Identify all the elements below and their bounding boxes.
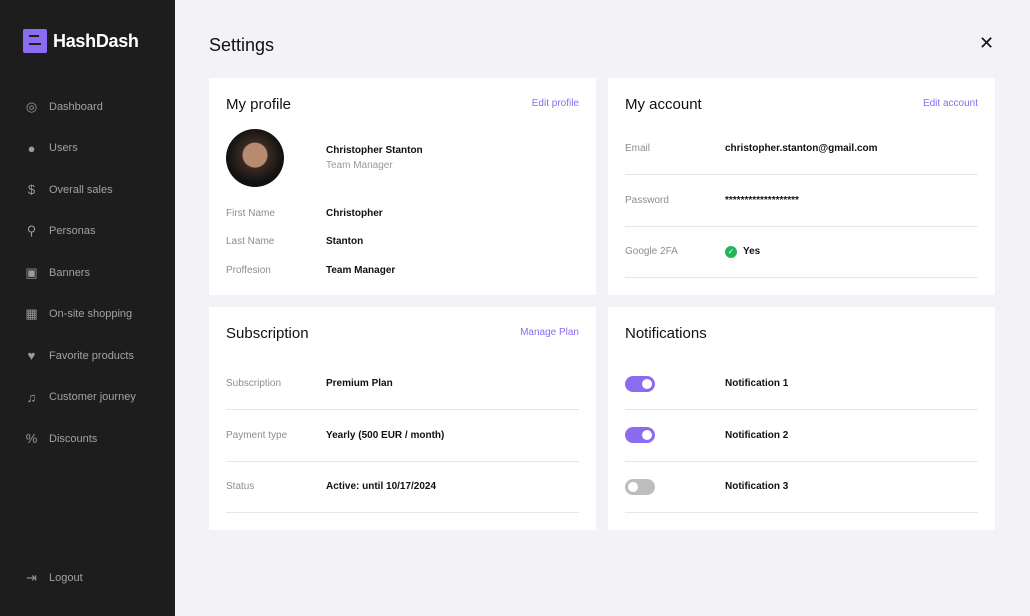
field-row: Status Active: until 10/17/2024 [226, 461, 579, 513]
subscription-card: Subscription Manage Plan Subscription Pre… [209, 307, 596, 530]
field-value: ******************* [725, 195, 799, 206]
field-label: Password [625, 195, 669, 206]
sales-icon: $ [27, 182, 36, 197]
sidebar-item-label: Customer journey [49, 391, 136, 403]
field-value: Stanton [326, 235, 364, 247]
logout-label: Logout [49, 571, 83, 584]
heart-icon: ♥ [27, 348, 36, 363]
manage-plan-link[interactable]: Manage Plan [520, 327, 579, 338]
field-value: Yearly (500 EUR / month) [326, 430, 445, 441]
logout-icon: ⇥ [26, 569, 37, 585]
sidebar-item-dashboard[interactable]: ◎ Dashboard [24, 99, 103, 114]
card-title: My account [625, 96, 702, 113]
card-title: Notifications [625, 325, 707, 342]
field-value: Team Manager [326, 264, 396, 276]
sidebar-item-banners[interactable]: ▣ Banners [24, 265, 90, 280]
sidebar-item-label: Personas [49, 225, 96, 237]
sidebar-item-customer-journey[interactable]: ♫ Customer journey [24, 390, 136, 405]
field-row: Proffesion Team Manager [226, 256, 579, 284]
sidebar-item-label: Banners [49, 266, 90, 279]
logo-icon [23, 29, 47, 53]
bell-icon: ♫ [26, 389, 37, 405]
field-row: Email christopher.stanton@gmail.com [625, 123, 978, 175]
logo[interactable]: HashDash [23, 29, 139, 53]
field-label: Google 2FA [625, 246, 678, 257]
field-label: First Name [226, 207, 275, 219]
close-icon[interactable]: ✕ [979, 33, 995, 53]
sidebar-item-favorite-products[interactable]: ♥ Favorite products [24, 348, 134, 363]
sidebar-item-on-site-shopping[interactable]: ▦ On-site shopping [24, 306, 133, 322]
field-value: Premium Plan [326, 378, 393, 389]
percent-icon: % [25, 431, 38, 446]
logo-text: HashDash [53, 30, 139, 51]
field-row: Subscription Premium Plan [226, 358, 579, 410]
check-circle-icon: ✓ [725, 245, 737, 258]
notification-row: Notification 3 [625, 461, 978, 513]
sidebar-item-label: Discounts [49, 432, 98, 445]
field-label: Subscription [226, 378, 282, 389]
field-row: Payment type Yearly (500 EUR / month) [226, 410, 579, 462]
my-profile-card: My profile Edit profile Christopher Stan… [209, 78, 596, 295]
notification-label: Notification 2 [725, 429, 789, 441]
store-icon: ▦ [25, 306, 38, 321]
field-value: Christopher [326, 207, 383, 219]
notification-row: Notification 1 [625, 358, 978, 410]
sidebar-item-label: Users [49, 142, 78, 154]
field-row: Google 2FA ✓ Yes [625, 226, 978, 278]
notification-toggle[interactable] [625, 427, 655, 443]
field-value: Active: until 10/17/2024 [326, 481, 437, 492]
card-title: Subscription [226, 325, 309, 342]
sidebar-item-discounts[interactable]: % Discounts [24, 431, 98, 446]
edit-account-link[interactable]: Edit account [922, 98, 978, 109]
field-row: First Name Christopher [226, 199, 579, 227]
sidebar-item-label: Dashboard [49, 100, 103, 113]
notification-label: Notification 3 [725, 481, 789, 492]
field-label: Last Name [226, 235, 275, 247]
field-value: Yes [743, 246, 761, 257]
notifications-card: Notifications Notification 1 Notification… [608, 307, 995, 530]
notification-label: Notification 1 [725, 378, 789, 389]
field-value: christopher.stanton@gmail.com [725, 143, 878, 154]
persona-search-icon: ⚲ [26, 223, 37, 238]
user-icon: ● [27, 140, 36, 156]
field-label: Proffesion [226, 264, 271, 276]
profile-role: Team Manager [326, 160, 393, 171]
field-row: Last Name Stanton [226, 227, 579, 255]
edit-profile-link[interactable]: Edit profile [531, 98, 579, 109]
notification-row: Notification 2 [625, 410, 978, 462]
sidebar-item-users[interactable]: ● Users [24, 141, 78, 156]
logout-button[interactable]: ⇥ Logout [24, 570, 83, 585]
notification-toggle[interactable] [625, 478, 655, 495]
field-label: Payment type [226, 430, 288, 441]
sidebar-item-label: Favorite products [49, 349, 134, 362]
my-account-card: My account Edit account Email christopher… [608, 78, 995, 295]
notification-toggle[interactable] [625, 375, 655, 392]
card-title: My profile [226, 96, 292, 113]
field-label: Email [625, 143, 651, 154]
sidebar: HashDash ◎ Dashboard ● Users $ Overall sales ⚲… [0, 0, 175, 616]
profile-name: Christopher Stanton [326, 145, 423, 156]
image-icon: ▣ [25, 264, 38, 280]
field-row: Password ******************* [625, 175, 978, 227]
sidebar-item-personas[interactable]: ⚲ Personas [24, 223, 96, 239]
avatar [226, 129, 284, 187]
gauge-icon: ◎ [25, 98, 38, 114]
field-label: Status [226, 481, 255, 492]
sidebar-item-label: On-site shopping [49, 308, 133, 320]
page-title: Settings [209, 35, 275, 55]
sidebar-item-overall-sales[interactable]: $ Overall sales [24, 182, 113, 197]
sidebar-item-label: Overall sales [49, 183, 113, 196]
